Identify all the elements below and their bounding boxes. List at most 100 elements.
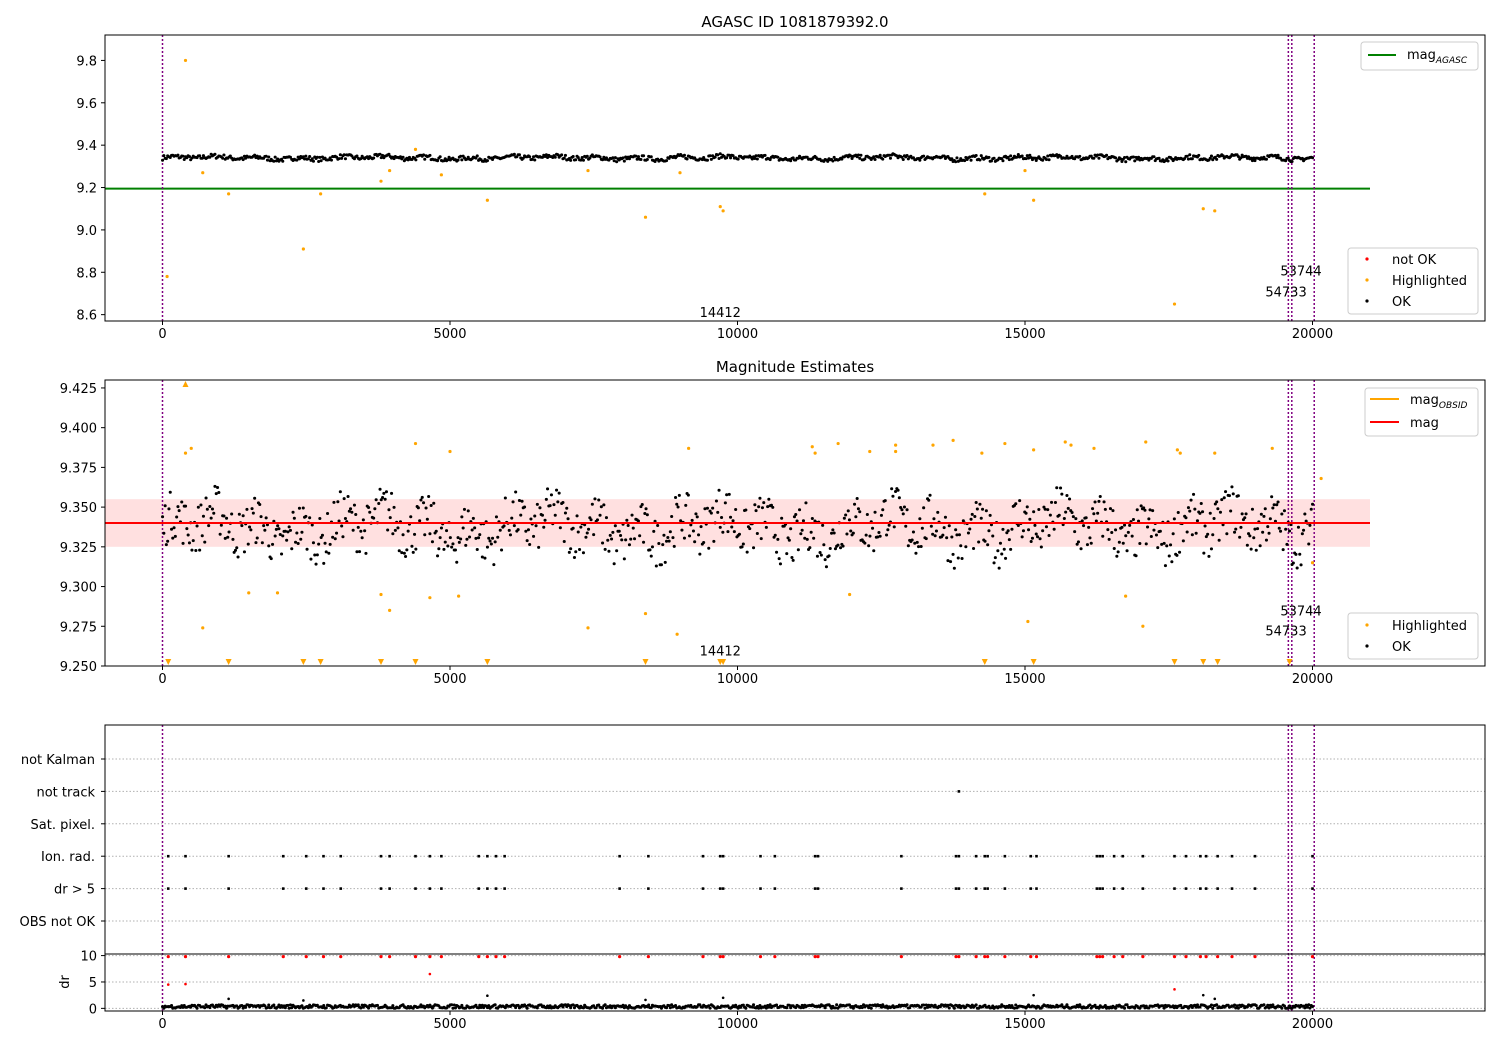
flag-marker (428, 887, 432, 890)
flag-marker (414, 887, 417, 890)
dr-not-ok-point (1184, 955, 1188, 959)
panel-2-y-tick-label: 9.375 (60, 461, 97, 476)
highlighted-point (485, 198, 489, 202)
flag-marker (954, 854, 958, 858)
dr-point (1213, 997, 1217, 1001)
flag-marker (1101, 887, 1104, 890)
panel-2-marks (105, 380, 1370, 666)
highlighted-point (951, 438, 955, 442)
flag-marker (166, 854, 170, 858)
dr-point (644, 998, 647, 1002)
flag-marker (1029, 854, 1033, 858)
flag-marker (414, 854, 417, 858)
dr-not-ok-point (1098, 955, 1102, 959)
flag-marker (1112, 854, 1116, 858)
below-range-marker (642, 659, 649, 665)
flag-marker (1029, 887, 1033, 890)
highlighted-point (227, 192, 231, 196)
dr-not-ok-point (813, 955, 817, 959)
flag-label: Ion. rad. (41, 850, 95, 865)
highlighted-point (980, 451, 984, 455)
flag-marker (1253, 887, 1257, 890)
highlighted-point (1144, 440, 1148, 444)
legend-not-ok-label: not OK (1392, 253, 1437, 268)
flag-marker (701, 887, 705, 890)
flag-marker (900, 854, 903, 858)
dr-not-ok-point (379, 955, 383, 959)
highlighted-point (643, 611, 648, 616)
dr-not-ok-point (503, 955, 507, 959)
highlighted-point (836, 441, 840, 446)
flag-marker (1095, 854, 1099, 858)
flag-marker (1230, 887, 1234, 890)
highlighted-point (201, 626, 205, 630)
dr-not-ok-point (413, 955, 418, 959)
dr-not-ok-point (1029, 955, 1033, 959)
highlighted-point (1201, 207, 1205, 211)
legend-mag-agasc-label: magAGASC (1407, 48, 1468, 66)
panel-2-annotations: 14412 53744 54733 (700, 605, 1322, 660)
highlighted-point (813, 451, 817, 455)
panel-1-title: AGASC ID 1081879392.0 (701, 13, 888, 31)
highlighted-point (1178, 451, 1182, 455)
highlighted-point (675, 632, 679, 636)
legend-highlighted-swatch (1365, 623, 1369, 627)
dr-not-ok-point (646, 955, 650, 959)
dr-not-ok-point (1253, 955, 1257, 959)
highlighted-point (721, 209, 725, 213)
panel-1-y-tick-label: 9.8 (76, 54, 97, 69)
panel-1-y-tick-label: 9.6 (76, 97, 97, 112)
flag-marker (957, 790, 961, 793)
legend-ok-label: OK (1392, 640, 1411, 655)
panel-2-y-tick-label: 9.350 (60, 501, 97, 516)
dr-not-ok-point (1101, 955, 1105, 959)
flag-marker (957, 854, 961, 858)
flag-marker (983, 887, 987, 890)
below-range-marker (412, 659, 419, 665)
below-range-marker (1286, 659, 1293, 665)
highlighted-point (678, 171, 682, 175)
highlighted-point (1023, 168, 1027, 173)
flag-marker (440, 887, 443, 890)
dr-not-ok-point (1121, 955, 1125, 959)
highlighted-point (718, 205, 722, 209)
panel-1-y-tick-label: 9.4 (76, 139, 97, 154)
dr-not-ok-point (899, 955, 903, 959)
flag-marker (1035, 854, 1038, 858)
flag-marker (900, 887, 903, 890)
flag-marker (166, 887, 170, 890)
dr-not-ok-point (304, 955, 308, 959)
legend-ok-swatch (1365, 644, 1369, 648)
legend-highlighted-swatch (1365, 278, 1369, 282)
flag-marker (1253, 854, 1257, 858)
panel-3-x-tick-label: 0 (158, 1017, 166, 1032)
dr-not-ok-point (281, 955, 285, 959)
dr-not-ok-point (773, 955, 777, 959)
dr-not-ok-point (954, 955, 958, 959)
flag-marker (647, 854, 650, 858)
panel-2-ok-points (161, 484, 1315, 570)
legend-ok-label: OK (1392, 295, 1411, 310)
highlighted-point (894, 443, 898, 447)
flag-marker (503, 887, 506, 890)
flag-marker (322, 887, 325, 890)
below-range-marker (317, 659, 324, 665)
flag-label: not track (36, 785, 95, 800)
flag-marker (379, 887, 383, 890)
panel-2-axes: 0 5000 10000 15000 20000 9.250 9.275 9.300 9.325… (60, 382, 1333, 687)
flag-marker (813, 854, 817, 858)
flag-marker (379, 854, 383, 858)
flag-marker (281, 854, 285, 858)
flag-marker (954, 887, 958, 890)
below-range-marker (981, 659, 988, 665)
below-range-marker (1030, 659, 1037, 665)
below-range-marker (1200, 659, 1207, 665)
highlighted-point (388, 608, 392, 612)
dr-not-ok-point (439, 955, 443, 959)
flag-marker (1311, 887, 1314, 890)
legend-highlighted-label: Highlighted (1392, 274, 1467, 289)
highlighted-point (165, 274, 169, 279)
dr-not-ok-point (1230, 955, 1234, 959)
flag-marker (1216, 887, 1219, 890)
